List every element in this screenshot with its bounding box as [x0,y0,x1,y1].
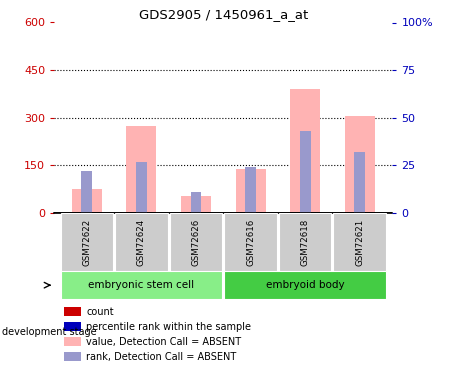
Bar [126,126,156,213]
Bar [290,89,320,213]
Bar [81,171,92,213]
Bar [299,131,311,213]
Text: GSM72618: GSM72618 [300,218,309,266]
Bar [72,189,102,213]
Bar [170,213,222,271]
Text: GSM72626: GSM72626 [192,218,200,266]
Bar [245,167,256,213]
Bar [61,213,113,271]
Bar [235,169,266,213]
Text: count: count [86,307,114,317]
Bar [279,213,331,271]
Bar [345,116,375,213]
Bar [61,271,222,300]
Bar [64,307,81,316]
Bar [136,162,147,213]
Text: GSM72624: GSM72624 [137,218,146,266]
Bar [333,213,386,271]
Bar [181,196,211,213]
Text: development stage: development stage [2,327,97,337]
Title: GDS2905 / 1450961_a_at: GDS2905 / 1450961_a_at [138,8,308,21]
Bar [115,213,168,271]
Bar [64,337,81,346]
Bar [224,213,277,271]
Text: GSM72622: GSM72622 [83,218,92,266]
Text: rank, Detection Call = ABSENT: rank, Detection Call = ABSENT [86,352,236,362]
Bar [190,192,202,213]
Text: embryoid body: embryoid body [266,280,345,290]
Bar [64,322,81,332]
Bar [224,271,386,300]
Text: embryonic stem cell: embryonic stem cell [88,280,194,290]
Text: percentile rank within the sample: percentile rank within the sample [86,322,251,332]
Text: GSM72621: GSM72621 [355,218,364,266]
Text: GSM72616: GSM72616 [246,218,255,266]
Bar [354,152,365,213]
Text: value, Detection Call = ABSENT: value, Detection Call = ABSENT [86,337,241,346]
Bar [64,352,81,362]
